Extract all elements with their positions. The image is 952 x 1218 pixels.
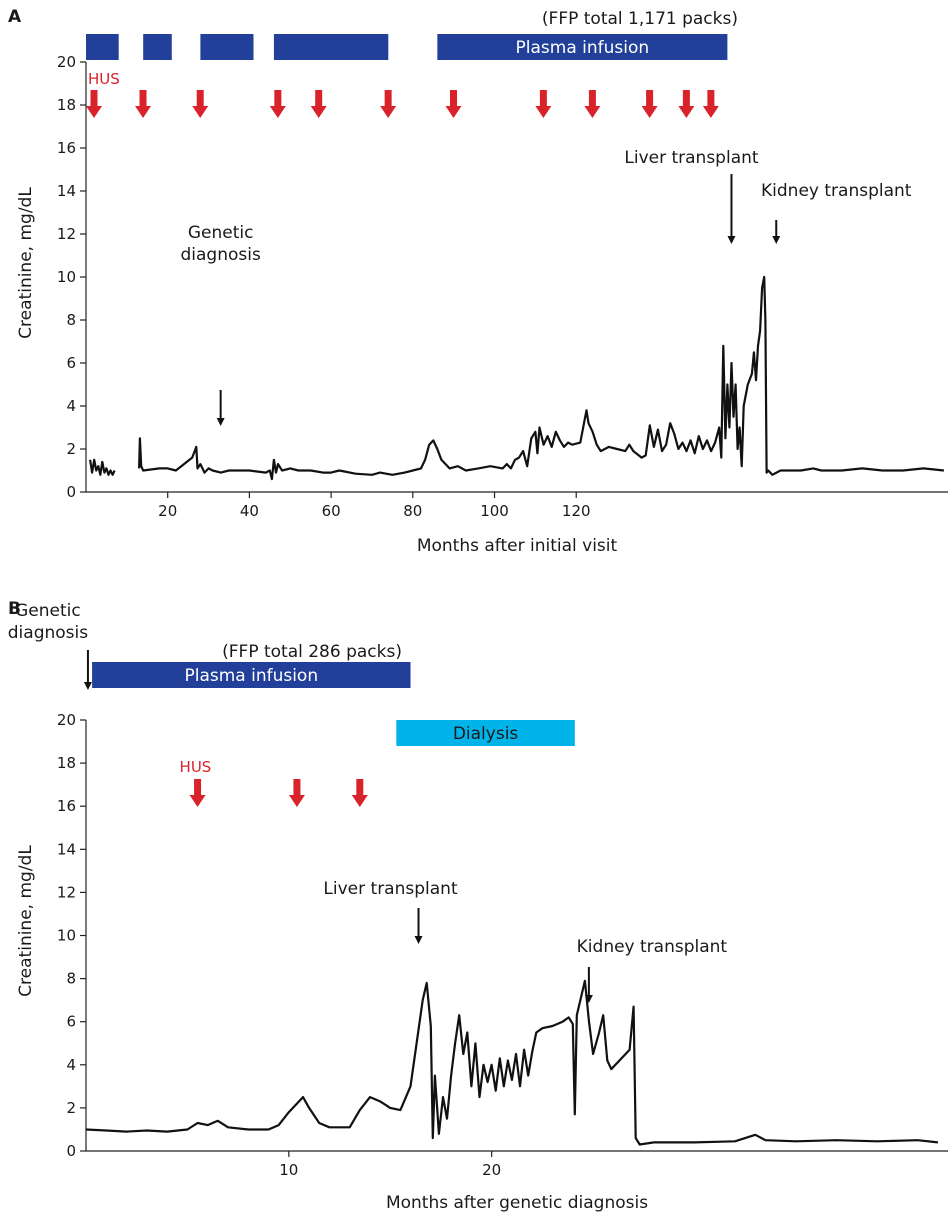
panel-a-hus-arrow [641,90,658,118]
panel-a-annotation-arrow-head [727,236,736,244]
panel-a-annotation-text: diagnosis [180,245,260,265]
panel-a-annotation-arrow-head [772,236,781,244]
panel-a-infusion-bar [437,34,728,60]
panel-a-hus-arrow [269,90,286,118]
panel-b-ylabel: Creatinine, mg/dL [16,845,36,997]
panel-a-y-tick-label: 12 [57,225,76,243]
panel-a-x-tick-label: 120 [562,502,591,520]
panel-a-hus-arrow [86,90,102,118]
panel-b-y-tick-label: 18 [57,754,76,772]
panel-b-y-tick-label: 4 [66,1056,76,1074]
panel-b-annotation-text: diagnosis [8,623,88,643]
panel-b-annotation-text: Kidney transplant [577,937,728,957]
panel-a-y-tick-label: 14 [57,182,76,200]
panel-a-y-tick-label: 20 [57,53,76,71]
panel-a-x-tick-label: 80 [403,502,422,520]
panel-a-x-tick-label: 40 [240,502,259,520]
panel-a-creatinine-line [89,275,945,481]
panel-a-y-tick-label: 10 [57,268,76,286]
panel-a-hus-label: HUS [88,70,120,88]
panel-b-y-tick-label: 8 [66,970,76,988]
panel-a-infusion-bar [273,34,389,60]
panel-a-xlabel: Months after initial visit [417,536,618,556]
panel-b-hus-label: HUS [180,758,212,776]
panel-b-dialysis-rect [396,720,575,746]
panel-a-hus-arrow [192,90,209,118]
panel-b-y-tick-label: 2 [66,1099,76,1117]
panel-b-y-tick-label: 14 [57,840,76,858]
panel-b-hus-arrow [189,779,206,807]
panel-b-hus-arrow [288,779,305,807]
panel-a-y-tick-label: 8 [66,311,76,329]
panel-b-dialysis-label: Dialysis [453,724,519,744]
panel-b-annotation-text: Genetic [15,601,81,621]
panel-b-ffp-note: (FFP total 286 packs) [222,642,402,662]
panel-a-x-tick-label: 20 [158,502,177,520]
panel-a-y-tick-label: 4 [66,397,76,415]
panel-b-dialysis-bar [396,720,575,746]
panel-a-infusion-bar [200,34,254,60]
panel-a-infusion-label: Plasma infusion [516,38,650,58]
panel-a-annotation-text: Genetic [188,223,254,243]
panel-a-annotation-arrow-head [216,418,225,426]
panel-a-hus-arrow [310,90,327,118]
panel-a-creatinine-segment [89,458,116,476]
panel-b-hus-arrows [189,779,368,807]
panel-b-y-tick-label: 12 [57,883,76,901]
panel-a-y-tick-label: 0 [66,483,76,501]
panel-a-infusion-bar [86,34,119,60]
panel-a-ylabel: Creatinine, mg/dL [16,187,36,339]
panel-b-y-tick-label: 0 [66,1142,76,1160]
panel-b-hus-arrow [351,779,368,807]
panel-a-hus-arrow [380,90,397,118]
panel-b-axes: 0 2 4 6 8 10 12 14 16 18 20 10 20 [57,711,948,1179]
panel-a-hus-arrow [702,90,719,118]
panel-b-annotation-arrow-head [414,936,423,944]
panel-a-axes: 0 2 4 6 8 10 12 14 16 18 20 20 40 60 80 100 120 [57,53,948,520]
panel-a-hus-arrow [584,90,601,118]
panel-b-infusion-bars [92,662,411,688]
panel-b-letter: B [8,599,21,619]
panel-a-infusion-bars [86,34,728,60]
panel-b-x-tick-label: 20 [482,1161,501,1179]
panel-b-y-tick-label: 6 [66,1013,76,1031]
panel-a-y-tick-label: 6 [66,354,76,372]
panel-a-x-tick-label: 100 [480,502,509,520]
panel-b-infusion-bar [92,662,411,688]
panel-b-annotation-arrow-head [584,995,593,1003]
panel-b-x-tick-label: 10 [279,1161,298,1179]
panel-b-annotation-arrow-head [83,682,92,690]
panel-a-annotation-text: Kidney transplant [761,181,912,201]
panel-a-hus-arrow [535,90,552,118]
panel-b-y-tick-label: 16 [57,797,76,815]
panel-b-infusion-label: Plasma infusion [184,666,318,686]
panel-b-y-tick-label: 10 [57,927,76,945]
panel-a-hus-arrow [135,90,152,118]
panel-b-y-tick-label: 20 [57,711,76,729]
panel-a-y-tick-label: 18 [57,96,76,114]
panel-a-letter: A [8,7,22,27]
panel-b: B (FFP total 286 packs) Plasma infusion … [8,599,948,1213]
panel-a-ffp-note: (FFP total 1,171 packs) [542,9,738,29]
panel-a-hus-arrow [445,90,462,118]
panel-b-creatinine-line [85,979,939,1146]
panel-a-creatinine-segment [138,275,945,481]
panel-a-x-tick-label: 60 [322,502,341,520]
panel-b-xlabel: Months after genetic diagnosis [386,1193,648,1213]
panel-a-y-tick-label: 2 [66,440,76,458]
panel-a-hus-arrow [678,90,695,118]
panel-a: A (FFP total 1,171 packs) Plasma infusio… [8,7,948,556]
panel-a-annotation-text: Liver transplant [624,148,759,168]
panel-b-annotation-text: Liver transplant [323,879,458,899]
panel-a-y-tick-label: 16 [57,139,76,157]
panel-a-infusion-bar [143,34,172,60]
panel-a-hus-arrows [86,90,719,118]
panel-b-creatinine-segment [85,979,939,1146]
